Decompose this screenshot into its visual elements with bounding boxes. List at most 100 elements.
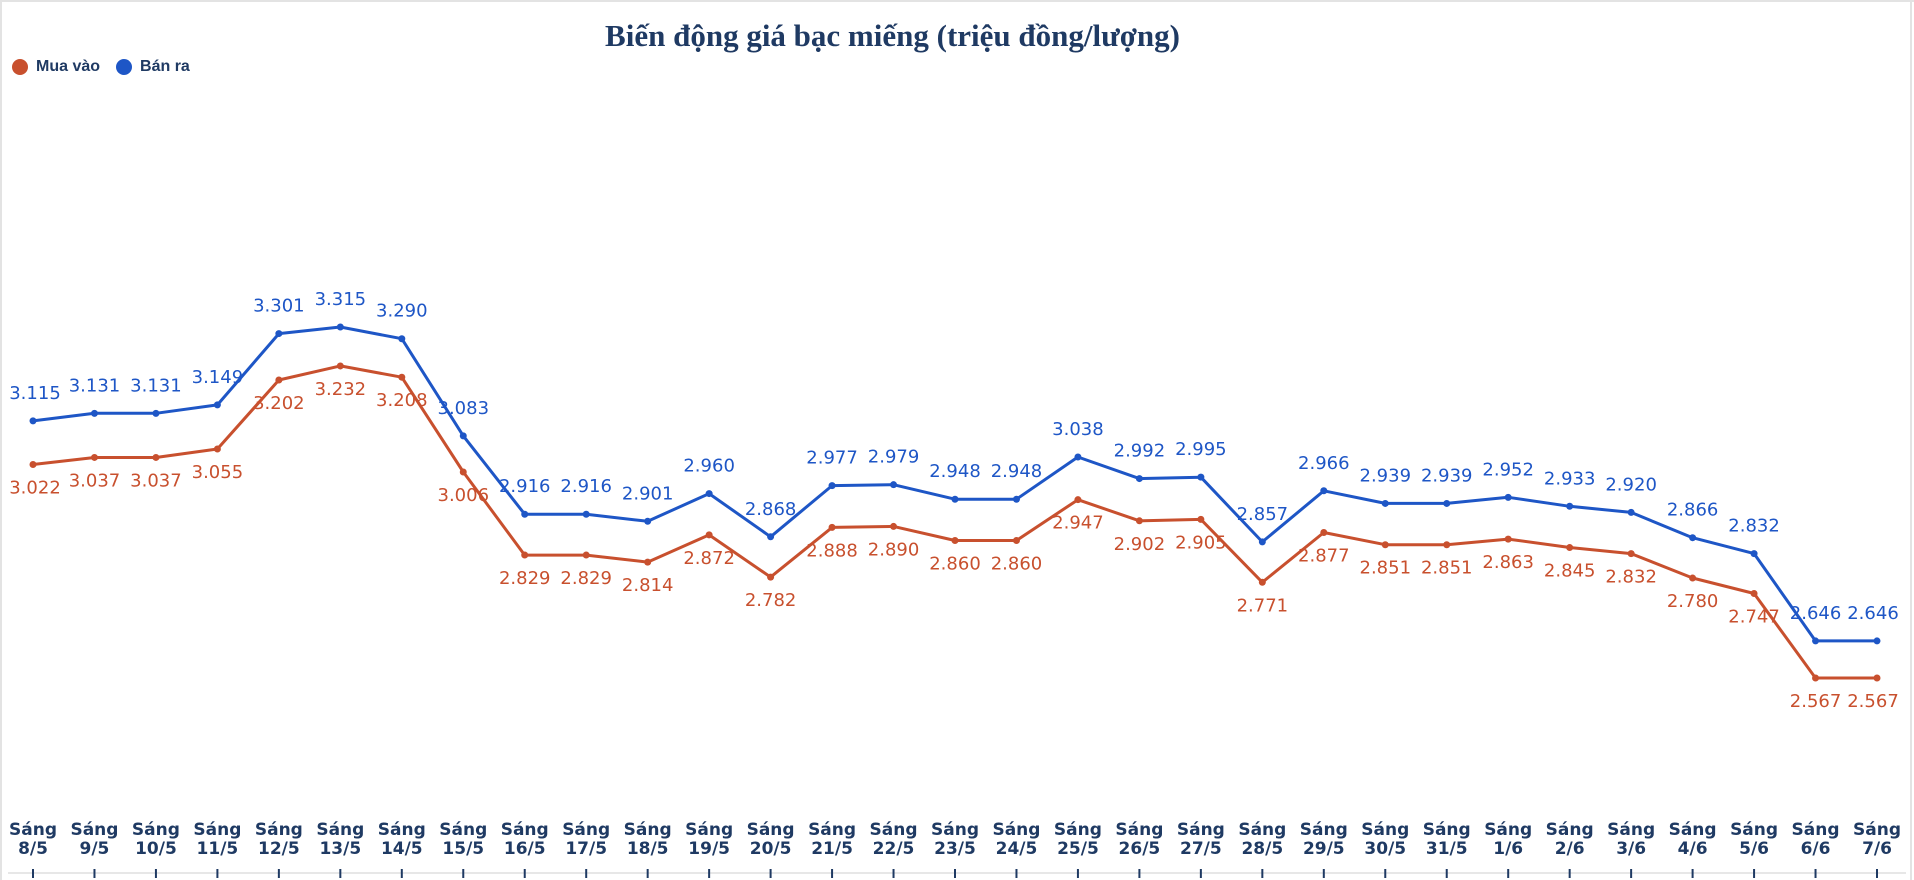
data-point: [152, 453, 160, 461]
x-tick-label: Sáng 2/6: [1546, 820, 1594, 859]
data-point: [1320, 529, 1328, 537]
data-point: [90, 409, 98, 417]
data-point: [644, 517, 652, 525]
x-tick-label: Sáng 6/6: [1792, 820, 1840, 859]
data-label: 2.920: [1605, 474, 1657, 495]
data-label: 3.037: [130, 470, 182, 491]
data-point: [1381, 499, 1389, 507]
data-point: [582, 551, 590, 559]
data-label: 3.131: [69, 375, 121, 396]
data-point: [213, 445, 221, 453]
data-label: 2.771: [1237, 595, 1289, 616]
x-tick-label: Sáng 14/5: [378, 820, 426, 859]
data-label: 3.115: [9, 383, 61, 404]
data-label: 2.860: [991, 554, 1043, 575]
data-point: [1812, 637, 1820, 645]
data-point: [1074, 453, 1082, 461]
data-point: [644, 558, 652, 566]
x-tick-label: Sáng 10/5: [132, 820, 180, 859]
data-label: 2.832: [1728, 516, 1780, 537]
data-label: 2.948: [929, 461, 981, 482]
data-point: [398, 335, 406, 343]
data-point: [275, 330, 283, 338]
data-label: 2.567: [1790, 691, 1842, 712]
x-tick-label: Sáng 4/6: [1669, 820, 1717, 859]
data-point: [459, 432, 467, 440]
data-label: 2.814: [622, 575, 674, 596]
data-label: 3.232: [315, 379, 367, 400]
data-label: 2.933: [1544, 468, 1596, 489]
data-point: [213, 401, 221, 409]
data-label: 2.780: [1667, 591, 1719, 612]
x-tick-label: Sáng 18/5: [624, 820, 672, 859]
data-point: [1258, 578, 1266, 586]
data-point: [1689, 574, 1697, 582]
data-label: 2.646: [1790, 603, 1842, 624]
x-tick-label: Sáng 30/5: [1361, 820, 1409, 859]
data-point: [828, 482, 836, 490]
x-tick-label: Sáng 31/5: [1423, 820, 1471, 859]
legend-item-mua-vao: Mua vào: [12, 58, 100, 76]
data-label: 2.860: [929, 554, 981, 575]
x-tick-label: Sáng 7/6: [1853, 820, 1901, 859]
data-label: 2.952: [1482, 459, 1534, 480]
data-label: 2.979: [868, 447, 920, 468]
data-label: 2.567: [1847, 691, 1899, 712]
data-label: 3.290: [376, 301, 428, 322]
data-point: [1012, 495, 1020, 503]
data-point: [1135, 475, 1143, 483]
data-label: 2.947: [1052, 513, 1104, 534]
x-tick-label: Sáng 25/5: [1054, 820, 1102, 859]
data-point: [1320, 487, 1328, 495]
data-point: [1566, 544, 1574, 552]
data-label: 3.006: [438, 485, 490, 506]
data-label: 2.901: [622, 483, 674, 504]
x-tick-label: Sáng 1/6: [1484, 820, 1532, 859]
x-tick-label: Sáng 20/5: [747, 820, 795, 859]
data-point: [1504, 535, 1512, 543]
chart-title: Biến động giá bạc miếng (triệu đồng/lượn…: [605, 18, 1180, 53]
data-label: 2.851: [1421, 558, 1473, 579]
data-point: [1074, 496, 1082, 504]
legend-item-ban-ra: Bán ra: [116, 58, 190, 76]
data-label: 2.829: [560, 568, 612, 589]
data-point: [1750, 550, 1758, 558]
data-point: [152, 409, 160, 417]
data-point: [1627, 508, 1635, 516]
x-tick-label: Sáng 11/5: [193, 820, 241, 859]
legend-dot-mua-vao: [12, 59, 28, 75]
data-point: [951, 495, 959, 503]
data-label: 2.977: [806, 448, 858, 469]
data-label: 2.916: [560, 476, 612, 497]
data-label: 2.868: [745, 499, 797, 520]
data-point: [1750, 590, 1758, 598]
series-line-mua-vao: [32, 364, 1877, 680]
data-label: 3.301: [253, 296, 305, 317]
legend-label-mua-vao: Mua vào: [36, 58, 101, 75]
x-tick-label: Sáng 9/5: [70, 820, 118, 859]
data-point: [1381, 541, 1389, 549]
data-point: [705, 531, 713, 539]
frame-top-border: [0, 0, 1914, 2]
data-label: 3.131: [130, 375, 182, 396]
data-label: 2.782: [745, 590, 797, 611]
data-point: [767, 533, 775, 541]
data-point: [767, 573, 775, 581]
data-label: 3.202: [253, 393, 305, 414]
data-point: [1689, 534, 1697, 542]
x-tick-label: Sáng 28/5: [1238, 820, 1286, 859]
data-point: [521, 551, 529, 559]
data-label: 3.037: [69, 470, 121, 491]
data-point: [1012, 537, 1020, 545]
data-label: 3.038: [1052, 419, 1104, 440]
data-point: [582, 510, 590, 518]
data-label: 2.948: [991, 461, 1043, 482]
data-label: 3.022: [9, 477, 61, 498]
x-tick-label: Sáng 19/5: [685, 820, 733, 859]
data-point: [521, 510, 529, 518]
data-point: [336, 323, 344, 331]
data-label: 2.902: [1114, 534, 1166, 555]
x-tick-label: Sáng 26/5: [1115, 820, 1163, 859]
x-tick-label: Sáng 13/5: [316, 820, 364, 859]
